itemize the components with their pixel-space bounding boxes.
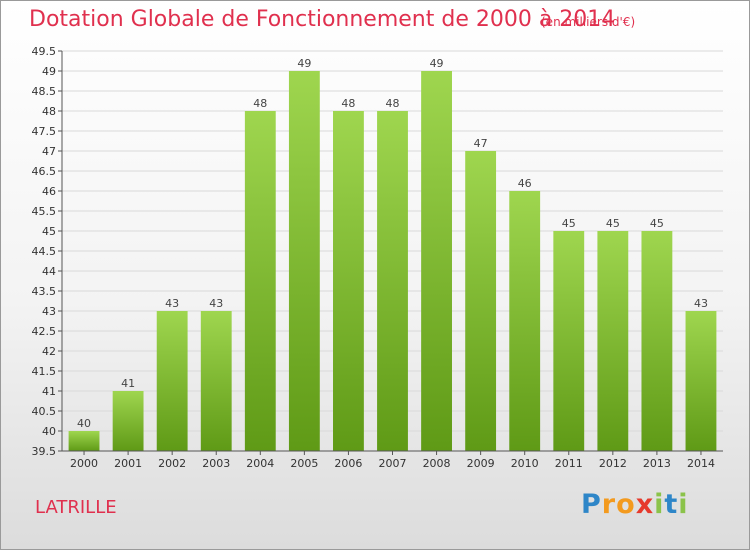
y-tick-label: 44 <box>42 265 56 278</box>
x-tick-label: 2005 <box>290 457 318 470</box>
data-labels: 40 41 43 43 48 49 48 48 49 47 46 45 45 45 43 <box>77 57 708 430</box>
bars <box>68 71 717 451</box>
y-tick-label: 45.5 <box>32 205 57 218</box>
bar <box>509 191 541 451</box>
bar <box>685 311 717 451</box>
x-tick-label: 2013 <box>643 457 671 470</box>
y-tick-label: 40 <box>42 425 56 438</box>
x-tick-label: 2001 <box>114 457 142 470</box>
y-tick-label: 45 <box>42 225 56 238</box>
data-label: 45 <box>650 217 664 230</box>
bar-chart: 39.5 40 40.5 41 41.5 42 42.5 43 43.5 44 44.5 45 45.5… <box>32 45 723 470</box>
data-label: 46 <box>518 177 532 190</box>
x-tick-label: 2011 <box>555 457 583 470</box>
x-tick-label: 2007 <box>379 457 407 470</box>
bar <box>68 431 100 451</box>
data-label: 43 <box>694 297 708 310</box>
y-tick-label: 42.5 <box>32 325 57 338</box>
chart-title: Dotation Globale de Fonctionnement de 20… <box>29 7 616 32</box>
y-tick-label: 46 <box>42 185 56 198</box>
y-tick-label: 43.5 <box>32 285 57 298</box>
bar <box>288 71 320 451</box>
y-tick-label: 44.5 <box>32 245 57 258</box>
y-tick-label: 47 <box>42 145 56 158</box>
data-label: 47 <box>474 137 488 150</box>
data-label: 48 <box>341 97 355 110</box>
y-tick-label: 46.5 <box>32 165 57 178</box>
bar <box>112 391 144 451</box>
y-tick-label: 47.5 <box>32 125 57 138</box>
x-tick-label: 2010 <box>511 457 539 470</box>
bar <box>200 311 232 451</box>
proxiti-logo: Proxiti <box>581 489 689 520</box>
y-tick-label: 48.5 <box>32 85 57 98</box>
x-tick-label: 2008 <box>423 457 451 470</box>
y-tick-label: 49.5 <box>32 45 57 58</box>
bar <box>465 151 497 451</box>
x-tick-label: 2002 <box>158 457 186 470</box>
logo-letter: o <box>616 489 636 520</box>
bar <box>641 231 673 451</box>
logo-letter: i <box>654 489 665 520</box>
y-tick-label: 41 <box>42 385 56 398</box>
x-tick-label: 2000 <box>70 457 98 470</box>
x-tick-label: 2009 <box>467 457 495 470</box>
axes: 39.5 40 40.5 41 41.5 42 42.5 43 43.5 44 44.5 45 45.5… <box>32 45 723 470</box>
data-label: 49 <box>297 57 311 70</box>
commune-name: LATRILLE <box>35 497 117 518</box>
bar <box>156 311 188 451</box>
x-tick-label: 2006 <box>334 457 362 470</box>
data-label: 48 <box>386 97 400 110</box>
data-label: 41 <box>121 377 135 390</box>
bar <box>597 231 629 451</box>
y-tick-label: 48 <box>42 105 56 118</box>
data-label: 40 <box>77 417 91 430</box>
x-tick-label: 2004 <box>246 457 274 470</box>
y-tick-label: 42 <box>42 345 56 358</box>
data-label: 45 <box>562 217 576 230</box>
chart-subtitle: (en milliers d'€) <box>541 15 636 29</box>
data-label: 43 <box>209 297 223 310</box>
y-tick-label: 41.5 <box>32 365 57 378</box>
logo-letter: r <box>601 489 617 520</box>
data-label: 49 <box>430 57 444 70</box>
x-tick-label: 2003 <box>202 457 230 470</box>
bar <box>553 231 585 451</box>
x-tick-label: 2012 <box>599 457 627 470</box>
bar <box>377 111 408 451</box>
x-tick-label: 2014 <box>687 457 715 470</box>
bar <box>421 71 452 451</box>
data-label: 43 <box>165 297 179 310</box>
data-label: 45 <box>606 217 620 230</box>
logo-letter: i <box>678 489 689 520</box>
data-label: 48 <box>253 97 267 110</box>
y-tick-label: 40.5 <box>32 405 57 418</box>
y-tick-label: 49 <box>42 65 56 78</box>
bar <box>244 111 276 451</box>
bar <box>333 111 364 451</box>
logo-letter: t <box>664 489 679 520</box>
y-tick-label: 39.5 <box>32 445 57 458</box>
logo-letter: P <box>581 489 602 520</box>
y-tick-label: 43 <box>42 305 56 318</box>
logo-letter: x <box>635 489 655 520</box>
